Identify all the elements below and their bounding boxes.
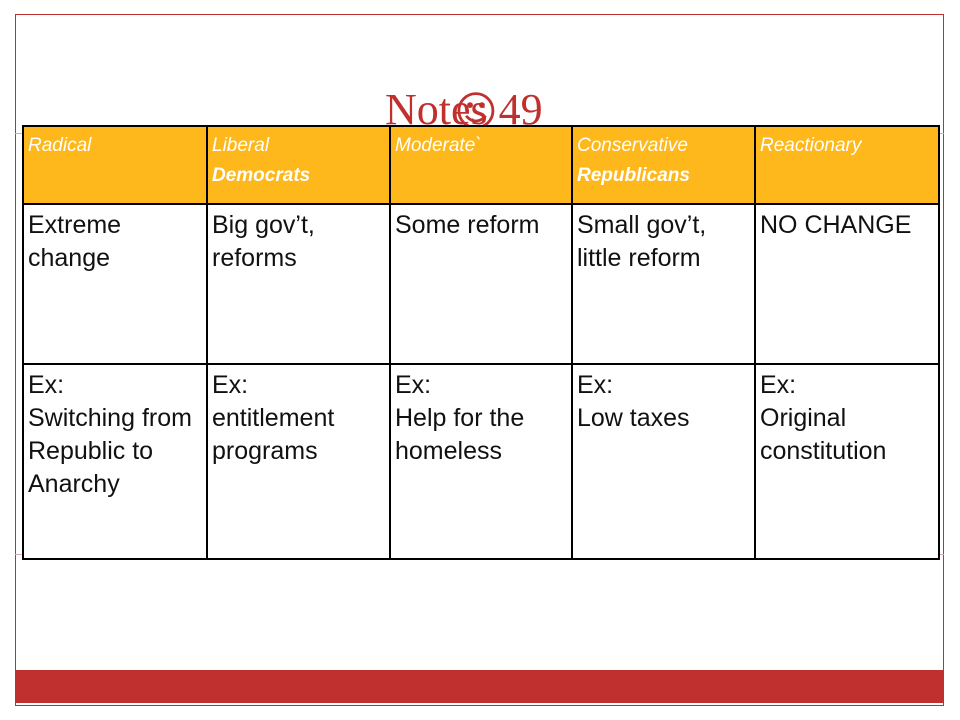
- footer-line: [15, 705, 944, 706]
- description-cell: Small gov’t, little reform: [571, 203, 756, 365]
- slide-frame-top: [15, 14, 944, 15]
- header-label: Reactionary: [760, 135, 862, 156]
- header-cell-reactionary: Reactionary: [754, 125, 940, 205]
- example-text: Low taxes: [577, 404, 690, 432]
- description-cell: Extreme change: [22, 203, 208, 365]
- header-label: Conservative: [577, 135, 688, 156]
- header-label: Radical: [28, 135, 92, 156]
- example-cell: Ex: Help for the homeless: [389, 363, 573, 560]
- example-cell: Ex: Original constitution: [754, 363, 940, 560]
- political-spectrum-table: Radical Liberal Democrats Moderate` Cons…: [22, 125, 940, 560]
- header-row: Radical Liberal Democrats Moderate` Cons…: [22, 125, 940, 205]
- example-text: entitlement programs: [212, 404, 335, 465]
- description-row: Extreme change Big gov’t, reforms Some r…: [22, 203, 940, 365]
- header-label: Liberal: [212, 135, 270, 156]
- header-cell-radical: Radical: [22, 125, 208, 205]
- example-text: Switching from Republic to Anarchy: [28, 404, 192, 498]
- header-cell-moderate: Moderate`: [389, 125, 573, 205]
- header-cell-liberal: Liberal Democrats: [206, 125, 391, 205]
- header-sublabel: Democrats: [212, 165, 311, 186]
- example-prefix: Ex:: [395, 371, 432, 399]
- example-row: Ex: Switching from Republic to Anarchy E…: [22, 363, 940, 560]
- example-prefix: Ex:: [760, 371, 797, 399]
- header-sublabel: Republicans: [577, 165, 690, 186]
- description-cell: NO CHANGE: [754, 203, 940, 365]
- header-label: Moderate`: [395, 135, 482, 156]
- example-cell: Ex: Low taxes: [571, 363, 756, 560]
- example-prefix: Ex:: [577, 371, 614, 399]
- slide-frame-left: [15, 14, 16, 706]
- header-cell-conservative: Conservative Republicans: [571, 125, 756, 205]
- example-cell: Ex: entitlement programs: [206, 363, 391, 560]
- example-prefix: Ex:: [212, 371, 249, 399]
- slide-title: Notes 49: [385, 85, 543, 134]
- slide-frame-right: [943, 14, 944, 706]
- example-text: Original constitution: [760, 404, 887, 465]
- example-prefix: Ex:: [28, 371, 65, 399]
- description-cell: Some reform: [389, 203, 573, 365]
- example-cell: Ex: Switching from Republic to Anarchy: [22, 363, 208, 560]
- example-text: Help for the homeless: [395, 404, 525, 465]
- footer-bar: [15, 670, 944, 703]
- description-cell: Big gov’t, reforms: [206, 203, 391, 365]
